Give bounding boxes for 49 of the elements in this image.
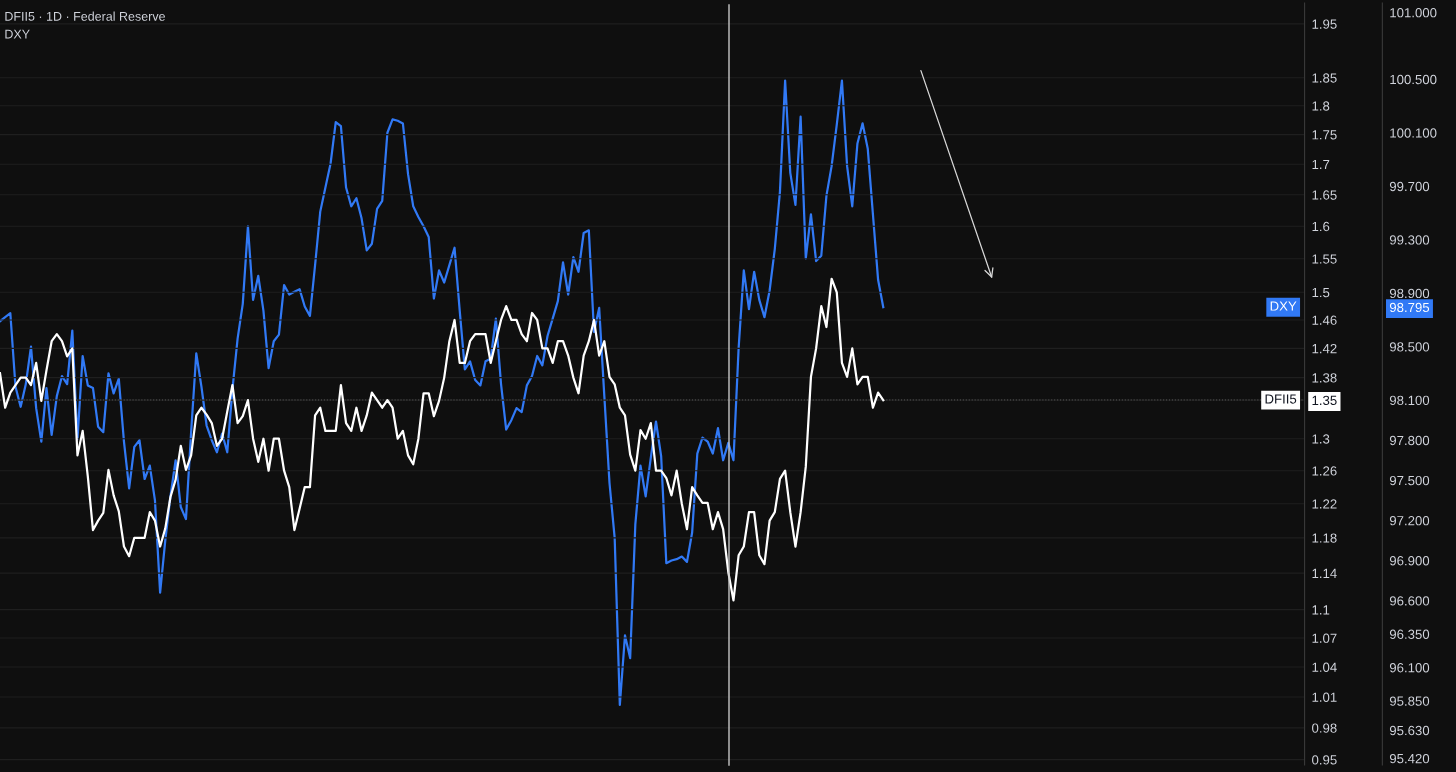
y-tick-label: 1.42 bbox=[1312, 343, 1337, 354]
y2-tick-label: 95.850 bbox=[1389, 696, 1430, 706]
text: DXY bbox=[1270, 301, 1297, 311]
y2-tick-label: 98.500 bbox=[1389, 342, 1430, 352]
y2-tick-label: 100.100 bbox=[1390, 128, 1437, 138]
y-tick-label: 1.14 bbox=[1312, 568, 1337, 578]
y-tick-label: 1.38 bbox=[1312, 373, 1337, 383]
y-tick-label: 1.55 bbox=[1312, 254, 1337, 264]
y-tick-label: 1.95 bbox=[1312, 19, 1337, 29]
y2-tick-label: 99.700 bbox=[1389, 181, 1430, 192]
y2-tick-label: 99.300 bbox=[1389, 235, 1430, 245]
y-tick-label: 1.01 bbox=[1312, 692, 1337, 702]
y2-tick-label: 96.600 bbox=[1389, 596, 1430, 606]
y-tick-label: 1.04 bbox=[1312, 662, 1337, 672]
y2-tick-label: 97.800 bbox=[1389, 435, 1430, 446]
y2-tick-label: 98.900 bbox=[1389, 288, 1430, 299]
y2-tick-label: 98.100 bbox=[1389, 395, 1430, 406]
y2-tick-label: 101.000 bbox=[1390, 8, 1437, 18]
y2-tick-label: 100.500 bbox=[1390, 74, 1437, 85]
y-tick-label: 1.26 bbox=[1312, 466, 1337, 476]
y2-tick-label: 98.795 bbox=[1389, 302, 1430, 313]
y2-tick-label: 95.420 bbox=[1389, 753, 1430, 764]
y2-tick-label: 95.630 bbox=[1389, 725, 1430, 736]
y-tick-label: 1.22 bbox=[1312, 499, 1337, 509]
y-tick-label: 1.46 bbox=[1312, 315, 1337, 325]
line-series bbox=[0, 277, 885, 602]
line-series bbox=[0, 79, 885, 707]
y-tick-label: 1.07 bbox=[1312, 633, 1337, 643]
y-tick-label: 1.7 bbox=[1312, 159, 1330, 170]
y-tick-label: 1.3 bbox=[1312, 434, 1330, 444]
y2-tick-label: 97.500 bbox=[1389, 475, 1430, 486]
y2-tick-label: 96.900 bbox=[1389, 556, 1430, 566]
y-tick-label: 1.6 bbox=[1312, 221, 1330, 232]
y-tick-label: 1.8 bbox=[1312, 101, 1330, 111]
y2-tick-label: 97.200 bbox=[1389, 515, 1430, 526]
y-tick-label: 1.35 bbox=[1312, 395, 1337, 406]
y-tick-label: 1.75 bbox=[1312, 130, 1337, 140]
y-tick-label: 0.95 bbox=[1312, 755, 1337, 765]
y-tick-label: 0.98 bbox=[1312, 723, 1337, 733]
y2-tick-label: 96.100 bbox=[1389, 663, 1430, 673]
y-tick-label: 1.85 bbox=[1312, 73, 1337, 83]
y2-tick-label: 96.350 bbox=[1389, 629, 1430, 639]
y-tick-label: 1.65 bbox=[1312, 190, 1337, 200]
y-tick-label: 1.1 bbox=[1312, 605, 1330, 615]
legend-label: DFII5 bbox=[1265, 394, 1297, 404]
y-tick-label: 1.5 bbox=[1312, 288, 1330, 298]
y-tick-label: 1.18 bbox=[1312, 533, 1337, 543]
text: DXY bbox=[5, 29, 30, 39]
text: DFII5 · 1D · Federal Reserve bbox=[5, 11, 165, 21]
